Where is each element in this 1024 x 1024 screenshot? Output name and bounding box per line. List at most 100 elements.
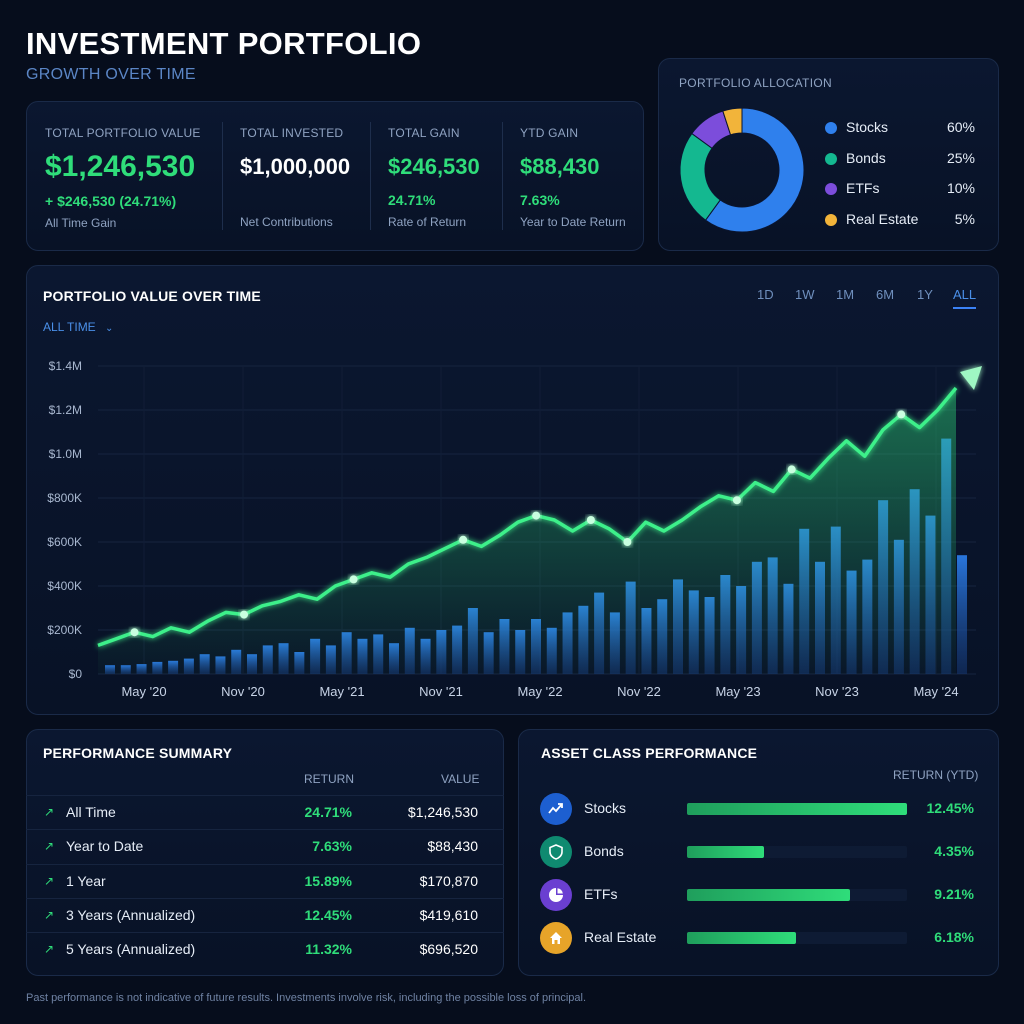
row-value: $696,520 xyxy=(419,941,478,957)
asset-name: Stocks xyxy=(584,800,627,816)
total-value-label: TOTAL PORTFOLIO VALUE xyxy=(45,126,201,140)
range-1d-button[interactable]: 1D xyxy=(757,287,774,302)
y-tick-label: $1.0M xyxy=(49,447,82,461)
x-tick-label: May '21 xyxy=(319,684,364,699)
trend-arrow-icon xyxy=(960,366,982,390)
asset-return: 4.35% xyxy=(934,843,974,859)
table-row: ↗ 3 Years (Annualized) 12.45% $419,610 xyxy=(26,898,504,932)
value-point xyxy=(349,575,358,584)
range-1m-button[interactable]: 1M xyxy=(836,287,855,302)
arrow-up-right-icon: ↗ xyxy=(44,942,55,956)
return-bar-track xyxy=(687,932,907,944)
legend-value: 60% xyxy=(946,119,975,135)
ytd-gain-note: Year to Date Return xyxy=(520,215,626,229)
total-gain-note: Rate of Return xyxy=(388,215,467,229)
legend-value: 25% xyxy=(946,150,975,166)
row-name: Year to Date xyxy=(66,838,144,854)
value-point xyxy=(532,511,541,520)
row-name: 1 Year xyxy=(66,873,106,889)
total-gain-value: $246,530 xyxy=(388,154,480,179)
asset-row-real-estate: Real Estate 6.18% xyxy=(540,921,976,955)
ytd-gain-value: $88,430 xyxy=(520,154,600,179)
chart-title: PORTFOLIO VALUE OVER TIME xyxy=(43,288,261,304)
x-tick-label: May '22 xyxy=(517,684,562,699)
table-row: ↗ 1 Year 15.89% $170,870 xyxy=(26,864,504,898)
legend-value: 5% xyxy=(954,211,975,227)
range-all-button[interactable]: ALL xyxy=(953,287,977,309)
x-tick-label: May '24 xyxy=(913,684,958,699)
row-value: $419,610 xyxy=(419,907,478,923)
return-bar-fill xyxy=(687,803,907,815)
legend-name: Stocks xyxy=(846,119,889,135)
y-tick-label: $800K xyxy=(47,491,82,505)
legend-name: ETFs xyxy=(846,180,880,196)
total-value-note: All Time Gain xyxy=(45,216,117,230)
chevron-down-icon: ⌄ xyxy=(105,323,114,334)
arrow-up-right-icon: ↗ xyxy=(44,805,55,819)
table-row: ↗ 5 Years (Annualized) 11.32% $696,520 xyxy=(26,932,504,966)
donut-slice-bonds xyxy=(679,132,721,221)
row-return: 11.32% xyxy=(305,941,352,957)
arrow-up-right-icon: ↗ xyxy=(44,908,55,922)
legend-item-bonds: Bonds 25% xyxy=(825,150,975,168)
total-gain-label: TOTAL GAIN xyxy=(388,126,460,140)
legend-item-real-estate: Real Estate 5% xyxy=(825,211,975,229)
total-invested-value: $1,000,000 xyxy=(240,154,351,179)
y-tick-label: $0 xyxy=(69,667,83,681)
donut-slice-stocks xyxy=(704,107,805,233)
ytd-gain-percent: 7.63% xyxy=(520,192,560,208)
legend-item-etfs: ETFs 10% xyxy=(825,180,975,198)
x-tick-label: May '20 xyxy=(121,684,166,699)
value-point xyxy=(586,516,595,524)
x-tick-label: Nov '21 xyxy=(419,684,463,699)
row-value: $1,246,530 xyxy=(407,804,478,820)
asset-name: Bonds xyxy=(584,843,624,859)
asset-row-etfs: ETFs 9.21% xyxy=(540,878,976,912)
range-1y-button[interactable]: 1Y xyxy=(917,287,933,302)
x-tick-label: Nov '20 xyxy=(221,684,265,699)
volume-bar xyxy=(957,555,967,674)
page-subtitle: GROWTH OVER TIME xyxy=(26,66,196,83)
range-1w-button[interactable]: 1W xyxy=(795,287,815,302)
donut-slice-real-estate xyxy=(722,107,743,136)
row-name: All Time xyxy=(66,804,116,820)
y-tick-label: $1.2M xyxy=(49,403,82,417)
legend-name: Bonds xyxy=(846,150,886,166)
y-tick-label: $600K xyxy=(47,535,82,549)
y-tick-label: $200K xyxy=(47,623,82,637)
value-point xyxy=(897,410,906,419)
return-bar-track xyxy=(687,889,907,901)
trend-line-icon xyxy=(540,793,572,825)
table-row: ↗ Year to Date 7.63% $88,430 xyxy=(26,829,504,863)
range-6m-button[interactable]: 6M xyxy=(876,287,895,302)
return-bar-track xyxy=(687,846,907,858)
legend-item-stocks: Stocks 60% xyxy=(825,119,975,137)
row-return: 12.45% xyxy=(304,907,352,923)
allocation-donut-chart xyxy=(679,107,805,233)
performance-title: PERFORMANCE SUMMARY xyxy=(43,745,233,761)
row-name: 3 Years (Annualized) xyxy=(66,907,196,923)
page-title: INVESTMENT PORTFOLIO xyxy=(26,26,422,61)
asset-return: 12.45% xyxy=(926,800,974,816)
row-name: 5 Years (Annualized) xyxy=(66,941,196,957)
value-point xyxy=(623,538,632,546)
row-value: $88,430 xyxy=(427,838,478,854)
asset-row-bonds: Bonds 4.35% xyxy=(540,835,976,869)
dropdown-label: ALL TIME xyxy=(43,320,96,334)
performance-panel xyxy=(26,729,504,976)
return-column-header: RETURN xyxy=(304,772,354,786)
arrow-up-right-icon: ↗ xyxy=(44,874,55,888)
house-icon xyxy=(540,922,572,954)
return-bar-fill xyxy=(687,932,797,944)
time-range-dropdown[interactable]: ALL TIME ⌄ xyxy=(43,320,113,334)
return-ytd-header: RETURN (YTD) xyxy=(893,768,979,782)
value-point xyxy=(732,496,741,505)
asset-return: 9.21% xyxy=(934,886,974,902)
legend-value: 10% xyxy=(946,180,975,196)
total-value: $1,246,530 xyxy=(45,150,196,183)
x-tick-label: Nov '23 xyxy=(815,684,859,699)
x-tick-label: Nov '22 xyxy=(617,684,661,699)
row-return: 7.63% xyxy=(312,838,352,854)
total-gain-percent: 24.71% xyxy=(388,192,436,208)
total-value-change: + $246,530 (24.71%) xyxy=(45,193,177,209)
